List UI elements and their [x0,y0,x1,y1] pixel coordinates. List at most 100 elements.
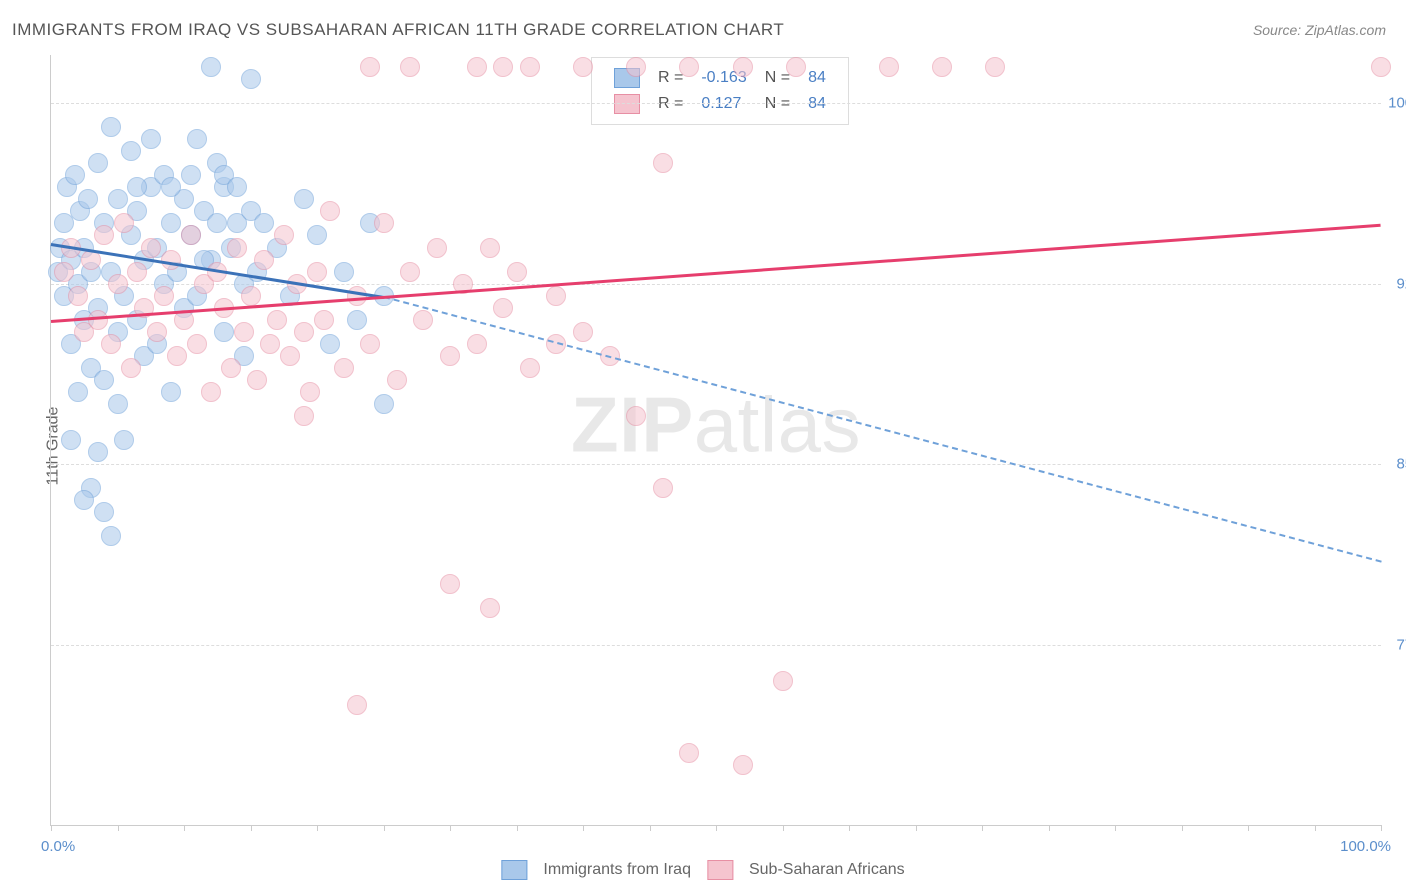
scatter-point [320,334,340,354]
scatter-point [147,322,167,342]
scatter-point [493,298,513,318]
scatter-point [573,57,593,77]
legend-series-label: Immigrants from Iraq [543,861,691,878]
scatter-point [141,238,161,258]
x-tick-mark [1049,825,1050,831]
scatter-point [254,213,274,233]
scatter-point [427,238,447,258]
legend-swatch [501,860,527,880]
plot-area: ZIPatlas R =-0.163N =84R =0.127N =84 100… [50,55,1381,826]
scatter-point [653,153,673,173]
scatter-point [300,382,320,402]
y-tick-label: 100.0% [1388,95,1406,112]
scatter-point [347,695,367,715]
scatter-point [187,129,207,149]
scatter-point [181,225,201,245]
x-tick-mark [51,825,52,831]
scatter-point [294,189,314,209]
scatter-point [161,213,181,233]
scatter-point [440,346,460,366]
scatter-point [108,274,128,294]
x-tick-mark [1381,825,1382,831]
scatter-point [207,213,227,233]
x-tick-mark [384,825,385,831]
scatter-point [141,129,161,149]
x-tick-mark [1248,825,1249,831]
x-tick-mark [184,825,185,831]
scatter-point [413,310,433,330]
scatter-point [786,57,806,77]
scatter-point [127,177,147,197]
x-tick-mark [982,825,983,831]
scatter-point [1371,57,1391,77]
scatter-point [374,213,394,233]
scatter-point [68,382,88,402]
scatter-point [61,430,81,450]
x-tick-label: 0.0% [41,838,75,855]
scatter-point [254,250,274,270]
scatter-point [733,57,753,77]
scatter-point [307,262,327,282]
legend-series-label: Sub-Saharan Africans [749,861,905,878]
chart-title: IMMIGRANTS FROM IRAQ VS SUBSAHARAN AFRIC… [12,20,784,40]
y-tick-label: 77.5% [1396,636,1406,653]
source-label: Source: ZipAtlas.com [1253,22,1386,38]
scatter-point [573,322,593,342]
scatter-point [94,370,114,390]
x-tick-mark [1315,825,1316,831]
gridline [51,645,1381,646]
trend-line [383,296,1381,563]
scatter-point [114,213,134,233]
scatter-point [181,165,201,185]
scatter-point [360,334,380,354]
x-tick-mark [650,825,651,831]
scatter-point [74,490,94,510]
scatter-point [480,598,500,618]
scatter-point [493,57,513,77]
scatter-point [227,238,247,258]
scatter-point [121,141,141,161]
y-tick-label: 85.0% [1396,456,1406,473]
scatter-point [234,322,254,342]
scatter-point [679,743,699,763]
scatter-point [280,346,300,366]
x-tick-mark [118,825,119,831]
scatter-point [88,153,108,173]
gridline [51,103,1381,104]
x-tick-mark [1115,825,1116,831]
scatter-point [101,334,121,354]
scatter-point [360,57,380,77]
scatter-point [241,286,261,306]
scatter-point [400,57,420,77]
scatter-point [314,310,334,330]
scatter-point [201,57,221,77]
legend-bottom: Immigrants from Iraq Sub-Saharan Africans [493,860,912,880]
x-tick-mark [517,825,518,831]
scatter-point [201,382,221,402]
scatter-point [294,406,314,426]
scatter-point [121,358,141,378]
scatter-point [161,382,181,402]
scatter-point [334,262,354,282]
x-tick-mark [716,825,717,831]
scatter-point [101,117,121,137]
scatter-point [653,478,673,498]
scatter-point [114,430,134,450]
scatter-point [374,394,394,414]
scatter-point [626,406,646,426]
scatter-point [294,322,314,342]
x-tick-mark [783,825,784,831]
x-tick-mark [251,825,252,831]
x-tick-mark [583,825,584,831]
legend-swatch [707,860,733,880]
scatter-point [68,286,88,306]
scatter-point [161,177,181,197]
scatter-point [214,322,234,342]
scatter-point [65,165,85,185]
scatter-point [167,346,187,366]
scatter-point [347,286,367,306]
scatter-point [932,57,952,77]
scatter-point [267,310,287,330]
scatter-point [187,334,207,354]
x-tick-mark [849,825,850,831]
